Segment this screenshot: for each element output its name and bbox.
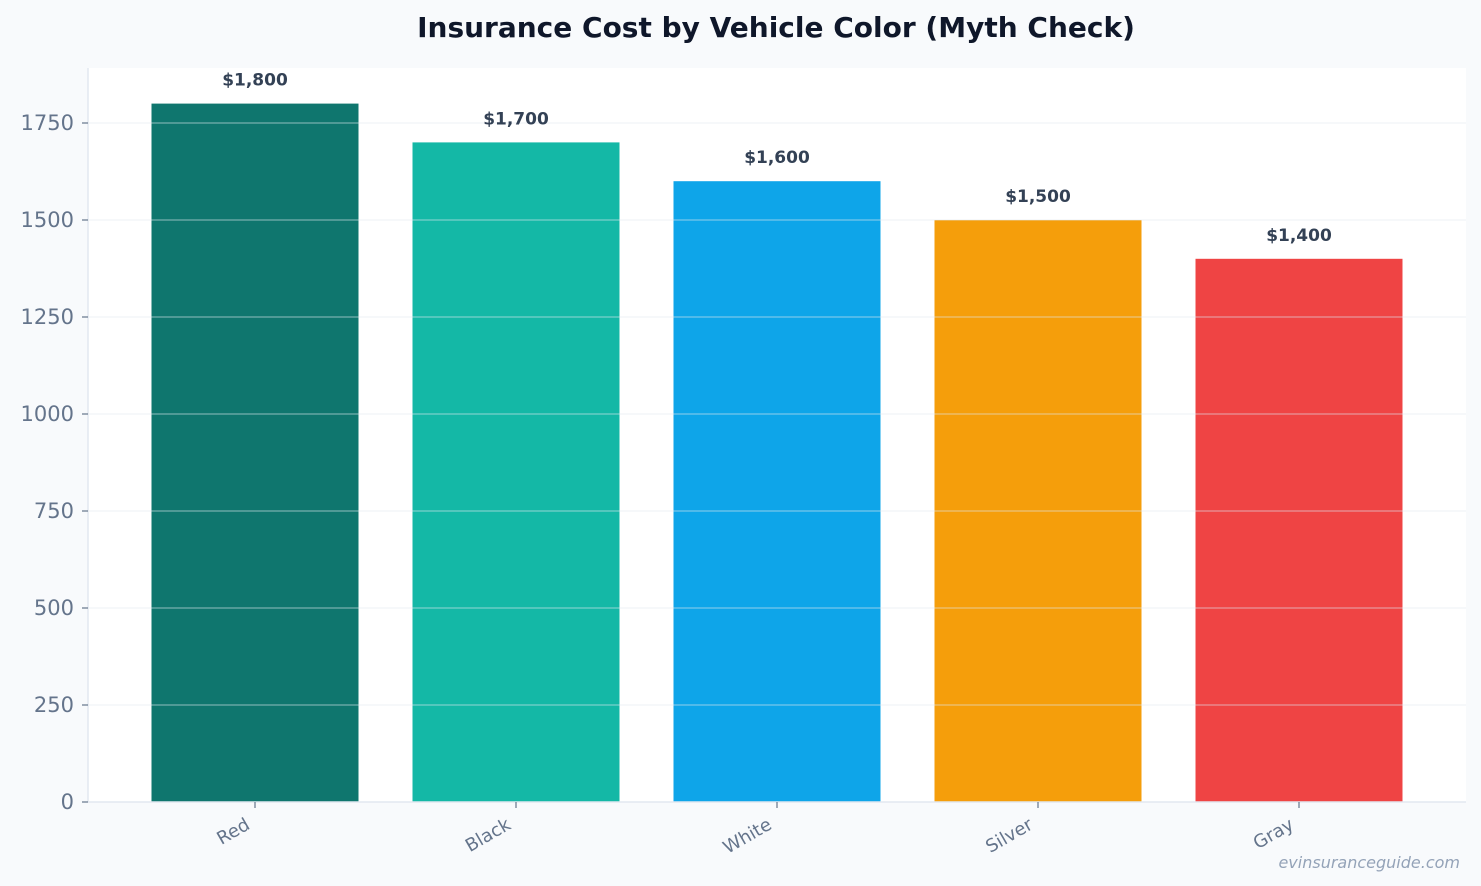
y-axis-ticks: 0 250 500 750 1000 1250 1500 1750 — [21, 111, 88, 814]
y-tick-label: 1250 — [21, 305, 74, 329]
bar-black — [412, 142, 620, 802]
y-tick-label: 1000 — [21, 402, 74, 426]
bar-gray — [1195, 258, 1403, 802]
y-tick-label: 0 — [61, 790, 74, 814]
x-tick-label-silver: Silver — [982, 814, 1037, 858]
bar-white — [673, 181, 881, 802]
y-tick-label: 750 — [34, 499, 74, 523]
bar-red — [151, 103, 359, 803]
y-tick-label: 250 — [34, 693, 74, 717]
chart-title: Insurance Cost by Vehicle Color (Myth Ch… — [417, 11, 1135, 44]
value-label-gray: $1,400 — [1266, 226, 1332, 246]
value-label-black: $1,700 — [483, 109, 549, 129]
x-tick-label-black: Black — [462, 814, 515, 857]
watermark: evinsuranceguide.com — [1278, 853, 1460, 872]
value-labels: $1,800 $1,700 $1,600 $1,500 $1,400 — [222, 71, 1332, 246]
x-tick-label-red: Red — [213, 814, 253, 849]
gridlines — [88, 122, 1466, 706]
x-tick-label-white: White — [720, 814, 776, 858]
x-axis-ticks: Red Black White Silver Gray — [213, 802, 1300, 859]
y-tick-label: 500 — [34, 596, 74, 620]
x-tick-label-gray: Gray — [1250, 814, 1298, 854]
value-label-white: $1,600 — [744, 148, 810, 168]
value-label-red: $1,800 — [222, 71, 288, 91]
value-label-silver: $1,500 — [1005, 187, 1071, 207]
y-tick-label: 1750 — [21, 111, 74, 135]
y-tick-label: 1500 — [21, 208, 74, 232]
